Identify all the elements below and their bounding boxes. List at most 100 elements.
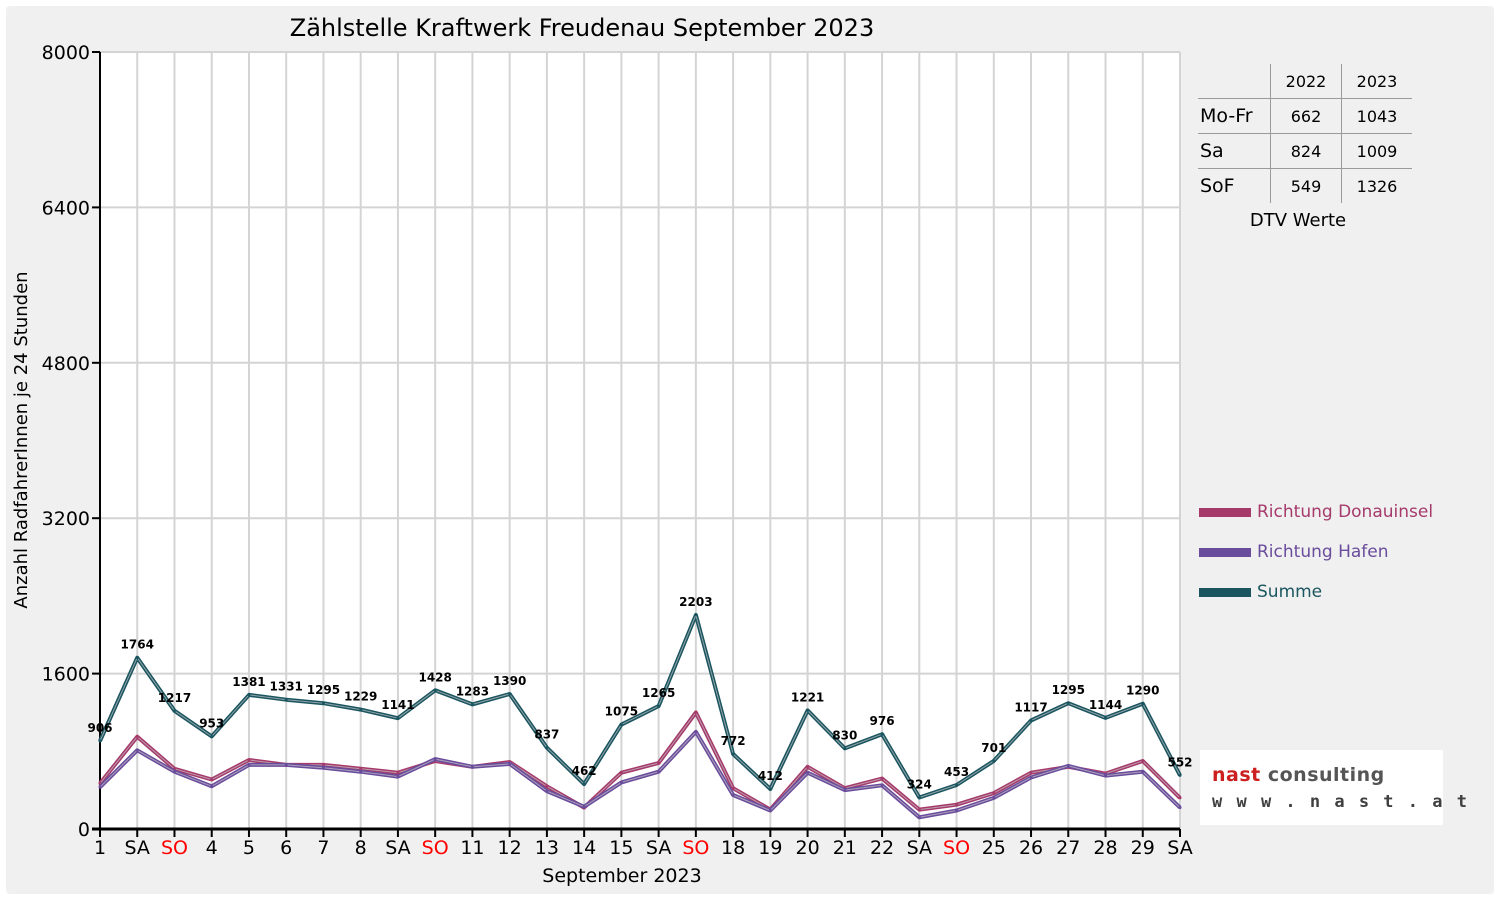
data-label: 772 xyxy=(721,734,746,748)
data-label: 1229 xyxy=(344,690,377,704)
legend-label: Richtung Hafen xyxy=(1257,542,1389,562)
data-point xyxy=(247,693,251,697)
x-tick-label: 6 xyxy=(280,837,292,859)
data-point xyxy=(619,771,623,775)
legend-item: Summe xyxy=(1199,572,1433,612)
data-point xyxy=(172,709,176,713)
data-point xyxy=(731,786,735,790)
logo-name-part1: nast xyxy=(1212,764,1261,786)
data-point xyxy=(396,771,400,775)
data-point xyxy=(284,698,288,702)
dtv-caption: DTV Werte xyxy=(1249,210,1347,231)
data-label: 953 xyxy=(199,716,224,730)
data-point xyxy=(582,805,586,809)
company-logo: nast consulting w w w . n a s t . a t xyxy=(1200,750,1467,825)
data-point xyxy=(210,777,214,781)
data-label: 1141 xyxy=(381,698,414,712)
data-point xyxy=(1104,774,1108,778)
x-tick-label: SA xyxy=(907,837,932,859)
dtv-row: Sa 824 1009 xyxy=(1198,133,1412,169)
data-point xyxy=(1178,773,1182,777)
data-point xyxy=(210,784,214,788)
logo-name-part2: consulting xyxy=(1260,764,1385,786)
x-tick-label: SA xyxy=(125,837,150,859)
x-tick-label: SA xyxy=(1167,837,1192,859)
dtv-row-label: SoF xyxy=(1198,168,1271,203)
data-label: 1290 xyxy=(1126,684,1159,698)
x-tick-label: SA xyxy=(385,837,410,859)
dtv-value-2022: 662 xyxy=(1270,98,1342,134)
dtv-header-row: 2022 2023 xyxy=(1198,64,1412,99)
data-point xyxy=(768,809,772,813)
data-point xyxy=(135,735,139,739)
x-tick-label: 1 xyxy=(94,837,106,859)
y-tick-label: 8000 xyxy=(42,42,90,64)
data-point xyxy=(880,732,884,736)
x-tick-label: 19 xyxy=(758,837,782,859)
series-line-highlight xyxy=(99,731,1181,818)
data-point xyxy=(321,766,325,770)
dtv-value-2023: 1009 xyxy=(1341,133,1412,169)
data-point xyxy=(582,782,586,786)
x-tick-label: SA xyxy=(646,837,671,859)
data-point xyxy=(247,758,251,762)
data-point xyxy=(843,746,847,750)
data-point xyxy=(1178,796,1182,800)
data-point xyxy=(470,702,474,706)
data-label: 701 xyxy=(981,741,1006,755)
data-label: 324 xyxy=(907,778,932,792)
data-point xyxy=(284,763,288,767)
x-tick-label: 5 xyxy=(243,837,255,859)
data-point xyxy=(545,789,549,793)
data-label: 453 xyxy=(944,765,969,779)
data-point xyxy=(880,776,884,780)
x-tick-label: 14 xyxy=(572,837,596,859)
legend-swatch xyxy=(1199,587,1251,597)
data-label: 837 xyxy=(534,728,559,742)
data-point xyxy=(619,723,623,727)
x-axis-label: September 2023 xyxy=(542,865,701,887)
x-tick-label: 27 xyxy=(1056,837,1080,859)
data-point xyxy=(955,783,959,787)
data-label: 906 xyxy=(87,721,112,735)
data-point xyxy=(1029,771,1033,775)
data-point xyxy=(768,787,772,791)
data-point xyxy=(843,788,847,792)
data-point xyxy=(98,739,102,743)
dtv-header-2023: 2023 xyxy=(1341,64,1412,99)
data-label: 1283 xyxy=(456,684,489,698)
data-point xyxy=(433,688,437,692)
x-tick-label: 22 xyxy=(870,837,894,859)
data-point xyxy=(806,708,810,712)
data-point xyxy=(135,656,139,660)
data-point xyxy=(210,734,214,738)
legend-label: Summe xyxy=(1257,582,1323,602)
x-tick-label: 13 xyxy=(535,837,559,859)
data-point xyxy=(470,765,474,769)
series-line-highlight xyxy=(99,614,1181,798)
y-tick-label: 1600 xyxy=(42,664,90,686)
data-point xyxy=(992,759,996,763)
x-tick-label: 21 xyxy=(833,837,857,859)
data-label: 1117 xyxy=(1014,701,1047,715)
legend-label: Richtung Donauinsel xyxy=(1257,502,1434,522)
dtv-value-2023: 1326 xyxy=(1341,168,1412,203)
data-point xyxy=(917,815,921,819)
data-point xyxy=(880,783,884,787)
data-point xyxy=(955,803,959,807)
x-tick-label: SO xyxy=(161,837,188,859)
data-point xyxy=(806,771,810,775)
data-point xyxy=(433,757,437,761)
data-point xyxy=(657,770,661,774)
data-point xyxy=(955,809,959,813)
data-point xyxy=(508,762,512,766)
data-point xyxy=(359,767,363,771)
data-point xyxy=(98,785,102,789)
x-tick-label: 20 xyxy=(795,837,819,859)
chart-title: Zählstelle Kraftwerk Freudenau September… xyxy=(290,14,874,42)
data-point xyxy=(396,775,400,779)
data-point xyxy=(619,780,623,784)
data-label: 1295 xyxy=(1052,683,1085,697)
